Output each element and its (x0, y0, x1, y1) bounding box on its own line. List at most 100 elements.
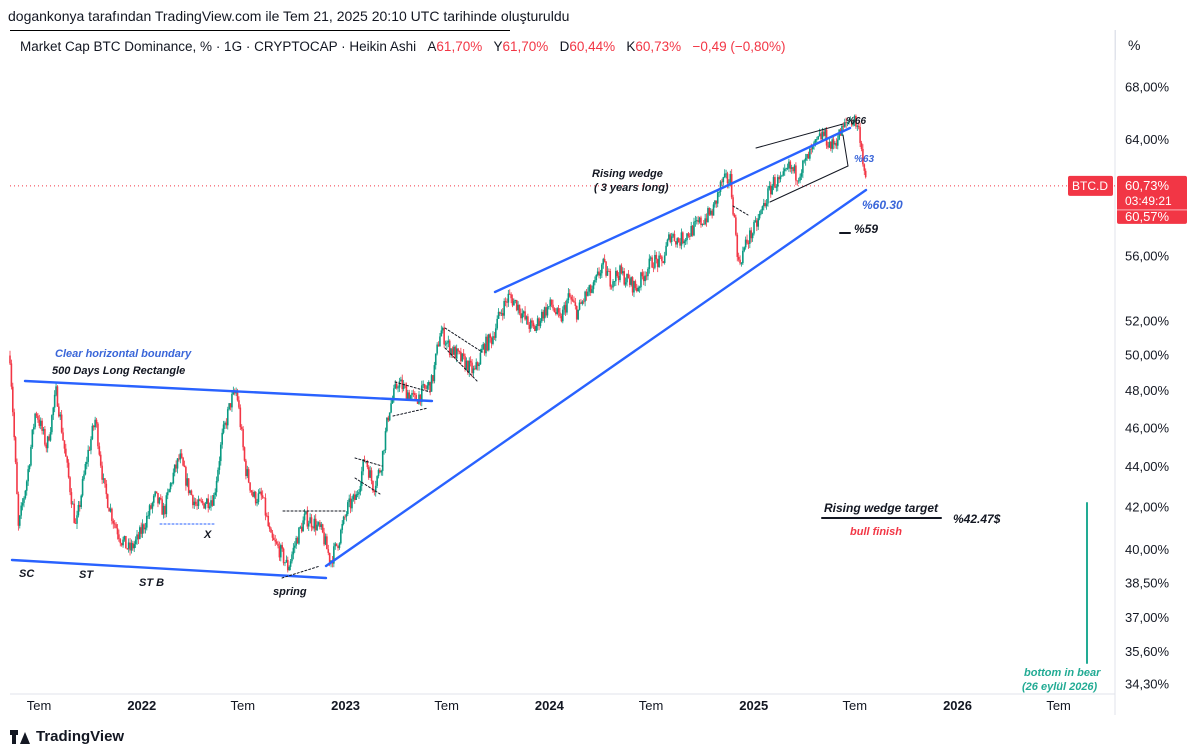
flag3-top[interactable] (354, 457, 383, 467)
candle-body (761, 206, 764, 211)
rectangle-bottom-line[interactable] (10, 558, 328, 580)
candle-body (370, 470, 373, 481)
candle-body (34, 413, 36, 428)
candle-body (585, 291, 588, 296)
candle-body (313, 518, 316, 529)
candle-body (746, 239, 748, 243)
candle-body (601, 264, 603, 274)
wedge-upper-line-ext[interactable] (718, 126, 852, 191)
candle-body (280, 545, 282, 558)
candle-body (613, 281, 616, 282)
flag-top[interactable] (444, 327, 483, 353)
candle-body (439, 336, 441, 347)
candle-body (510, 294, 512, 299)
candle-body (134, 539, 137, 545)
candle-body (772, 177, 775, 186)
candle-body (115, 524, 117, 529)
channel-top-line[interactable] (755, 123, 844, 149)
candle-body (70, 492, 73, 505)
tradingview-footer[interactable]: TradingView (10, 728, 124, 745)
candle-body (381, 450, 384, 471)
candle-body (88, 449, 91, 451)
candle-body (42, 429, 45, 431)
candle-body (152, 495, 155, 503)
label-spring: spring (273, 586, 307, 598)
candle-body (277, 543, 279, 547)
candle-body (658, 255, 660, 267)
x-tick-label: Tem (434, 698, 459, 713)
candle-body (105, 483, 108, 495)
candle-body (176, 458, 179, 469)
candle-body (182, 457, 184, 466)
candle-body (45, 444, 48, 449)
candle-body (795, 165, 797, 181)
candle-body (109, 508, 112, 512)
flag4-top[interactable] (732, 205, 749, 216)
symbol-legend[interactable]: Market Cap BTC Dominance, % · 1G · CRYPT… (20, 39, 786, 54)
candle-body (190, 490, 193, 496)
label-bottom: bottom in bear (1024, 667, 1101, 679)
candle-body (669, 234, 672, 243)
candle-body (369, 470, 371, 478)
candle-body (641, 272, 644, 277)
flag3-bottom[interactable] (354, 477, 381, 495)
wedge-lower-line[interactable] (324, 188, 868, 568)
y-tick-label: 40,00% (1125, 542, 1170, 557)
candle-body (831, 139, 833, 149)
wedge-upper-line[interactable] (493, 187, 722, 294)
channel-bottom-line[interactable] (769, 165, 849, 203)
spring-bottom[interactable] (281, 565, 321, 579)
candle-body (16, 462, 18, 495)
candle-body (846, 122, 849, 123)
candle-body (372, 480, 374, 491)
candle-body (559, 312, 561, 317)
candle-body (768, 186, 771, 189)
candle-body (670, 236, 673, 243)
flag-bottom[interactable] (444, 347, 479, 383)
candle-body (624, 282, 627, 285)
candle-body (388, 412, 391, 421)
candle-body (550, 299, 553, 305)
candle-body (702, 223, 705, 225)
y-tick-label: 42,00% (1125, 500, 1170, 515)
candle-body (476, 362, 479, 367)
flag2-bottom[interactable] (392, 407, 429, 417)
candle-body (231, 394, 233, 408)
flag2-top[interactable] (394, 381, 431, 393)
channel-right-line[interactable] (842, 134, 849, 167)
candle-body (450, 348, 452, 355)
candle-body (260, 491, 263, 496)
symbol-name[interactable]: Market Cap BTC Dominance, % · 1G · CRYPT… (20, 39, 417, 54)
rectangle-top-line[interactable] (23, 379, 434, 403)
candle-body (845, 122, 847, 124)
candle-body (753, 221, 755, 234)
candle-body (788, 161, 790, 169)
candle-body (529, 320, 532, 329)
candle-body (806, 154, 808, 158)
candle-body (288, 566, 290, 571)
candle-body (610, 286, 613, 288)
candle-body (606, 270, 609, 276)
candle-body (504, 300, 507, 302)
candle-body (718, 191, 720, 193)
candle-body (460, 351, 462, 362)
high-label: Y (493, 39, 503, 54)
candle-body (591, 289, 593, 293)
x-tick-label: Tem (1046, 698, 1071, 713)
candle-body (556, 308, 558, 315)
candle-body (201, 500, 204, 503)
brand-name: TradingView (36, 728, 125, 745)
candle-body (104, 478, 106, 484)
candle-body (168, 489, 170, 493)
candle-body (376, 476, 378, 486)
label-bottom-date: (26 eylül 2026) (1022, 681, 1098, 693)
candle-body (834, 143, 836, 145)
candle-body (362, 459, 364, 472)
candle-body (809, 148, 811, 159)
candle-body (694, 220, 697, 222)
candle-body (790, 167, 793, 169)
candle-body (394, 383, 397, 389)
candle-body (63, 440, 66, 449)
